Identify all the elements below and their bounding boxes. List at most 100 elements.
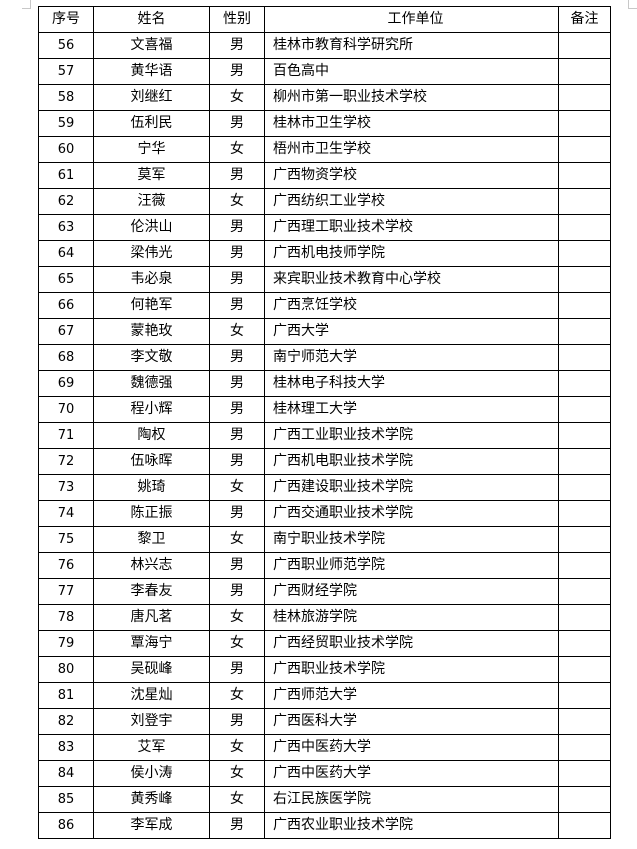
cell-no: 84 bbox=[38, 760, 94, 787]
cell-no: 68 bbox=[38, 344, 94, 371]
cell-unit: 南宁师范大学 bbox=[264, 344, 559, 371]
cell-remark bbox=[558, 370, 611, 397]
cell-remark bbox=[558, 474, 611, 501]
cell-name: 蒙艳玫 bbox=[93, 318, 210, 345]
cell-unit: 百色高中 bbox=[264, 58, 559, 85]
cell-name: 宁华 bbox=[93, 136, 210, 163]
cell-gender: 男 bbox=[209, 500, 265, 527]
cell-remark bbox=[558, 110, 611, 137]
cell-unit: 右江民族医学院 bbox=[264, 786, 559, 813]
cell-no: 83 bbox=[38, 734, 94, 761]
cell-name: 莫军 bbox=[93, 162, 210, 189]
cell-unit: 南宁职业技术学院 bbox=[264, 526, 559, 553]
cell-gender: 女 bbox=[209, 84, 265, 111]
cell-gender: 男 bbox=[209, 240, 265, 267]
table-row: 70 程小辉男桂林理工大学 bbox=[38, 396, 611, 423]
cell-name: 侯小涛 bbox=[93, 760, 210, 787]
cell-unit: 广西农业职业技术学院 bbox=[264, 812, 559, 839]
cell-unit: 桂林旅游学院 bbox=[264, 604, 559, 631]
cell-no: 70 bbox=[38, 396, 94, 423]
cell-no: 58 bbox=[38, 84, 94, 111]
cell-no: 65 bbox=[38, 266, 94, 293]
table-row: 79 覃海宁女广西经贸职业技术学院 bbox=[38, 630, 611, 657]
cell-remark bbox=[558, 708, 611, 735]
cell-unit: 来宾职业技术教育中心学校 bbox=[264, 266, 559, 293]
cell-name: 黄秀峰 bbox=[93, 786, 210, 813]
cell-gender: 女 bbox=[209, 188, 265, 215]
cell-name: 伍咏晖 bbox=[93, 448, 210, 475]
cell-no: 63 bbox=[38, 214, 94, 241]
cell-remark bbox=[558, 526, 611, 553]
cell-unit: 广西工业职业技术学院 bbox=[264, 422, 559, 449]
table-row: 75 黎卫女南宁职业技术学院 bbox=[38, 526, 611, 553]
table-row: 83 艾军女广西中医药大学 bbox=[38, 734, 611, 761]
cell-name: 文喜福 bbox=[93, 32, 210, 59]
cell-remark bbox=[558, 682, 611, 709]
cell-gender: 男 bbox=[209, 58, 265, 85]
cell-unit: 广西大学 bbox=[264, 318, 559, 345]
cell-gender: 女 bbox=[209, 682, 265, 709]
cell-unit: 广西建设职业技术学院 bbox=[264, 474, 559, 501]
cell-gender: 男 bbox=[209, 448, 265, 475]
table-row: 69 魏德强男桂林电子科技大学 bbox=[38, 370, 611, 397]
table-header-row: 序号 姓名 性别 工作单位 备注 bbox=[38, 6, 611, 33]
cell-gender: 女 bbox=[209, 526, 265, 553]
table-row: 72 伍咏晖男广西机电职业技术学院 bbox=[38, 448, 611, 475]
table-row: 76 林兴志男广西职业师范学院 bbox=[38, 552, 611, 579]
cell-gender: 女 bbox=[209, 136, 265, 163]
cell-unit: 广西职业技术学院 bbox=[264, 656, 559, 683]
table-row: 68 李文敬男南宁师范大学 bbox=[38, 344, 611, 371]
cell-gender: 男 bbox=[209, 344, 265, 371]
header-no: 序号 bbox=[38, 6, 94, 33]
cell-no: 72 bbox=[38, 448, 94, 475]
cell-remark bbox=[558, 188, 611, 215]
cell-unit: 柳州市第一职业技术学校 bbox=[264, 84, 559, 111]
header-gender: 性别 bbox=[209, 6, 265, 33]
table-row: 58 刘继红女柳州市第一职业技术学校 bbox=[38, 84, 611, 111]
cell-no: 60 bbox=[38, 136, 94, 163]
cell-unit: 广西经贸职业技术学院 bbox=[264, 630, 559, 657]
cell-unit: 广西物资学校 bbox=[264, 162, 559, 189]
table-row: 57 黄华语男百色高中 bbox=[38, 58, 611, 85]
cell-name: 吴砚峰 bbox=[93, 656, 210, 683]
cell-remark bbox=[558, 136, 611, 163]
table-row: 62 汪薇女广西纺织工业学校 bbox=[38, 188, 611, 215]
cell-name: 何艳军 bbox=[93, 292, 210, 319]
cell-unit: 广西医科大学 bbox=[264, 708, 559, 735]
cell-no: 64 bbox=[38, 240, 94, 267]
cell-remark bbox=[558, 422, 611, 449]
header-unit: 工作单位 bbox=[264, 6, 559, 33]
cell-name: 沈星灿 bbox=[93, 682, 210, 709]
cell-unit: 广西职业师范学院 bbox=[264, 552, 559, 579]
cell-name: 姚琦 bbox=[93, 474, 210, 501]
cell-unit: 广西烹饪学校 bbox=[264, 292, 559, 319]
page-corner-mark bbox=[22, 0, 31, 9]
table-row: 77 李春友男广西财经学院 bbox=[38, 578, 611, 605]
cell-name: 黄华语 bbox=[93, 58, 210, 85]
cell-gender: 女 bbox=[209, 604, 265, 631]
cell-name: 刘继红 bbox=[93, 84, 210, 111]
cell-unit: 广西交通职业技术学院 bbox=[264, 500, 559, 527]
cell-name: 程小辉 bbox=[93, 396, 210, 423]
cell-remark bbox=[558, 734, 611, 761]
cell-no: 85 bbox=[38, 786, 94, 813]
table-row: 65 韦必泉男来宾职业技术教育中心学校 bbox=[38, 266, 611, 293]
table-row: 66 何艳军男广西烹饪学校 bbox=[38, 292, 611, 319]
cell-gender: 男 bbox=[209, 396, 265, 423]
cell-gender: 男 bbox=[209, 162, 265, 189]
cell-remark bbox=[558, 58, 611, 85]
table-row: 80 吴砚峰男广西职业技术学院 bbox=[38, 656, 611, 683]
table-row: 82 刘登宇男广西医科大学 bbox=[38, 708, 611, 735]
cell-gender: 女 bbox=[209, 630, 265, 657]
cell-gender: 男 bbox=[209, 708, 265, 735]
cell-no: 77 bbox=[38, 578, 94, 605]
cell-unit: 桂林电子科技大学 bbox=[264, 370, 559, 397]
table-row: 73 姚琦女广西建设职业技术学院 bbox=[38, 474, 611, 501]
cell-name: 梁伟光 bbox=[93, 240, 210, 267]
cell-gender: 女 bbox=[209, 786, 265, 813]
table-row: 81 沈星灿女广西师范大学 bbox=[38, 682, 611, 709]
cell-no: 66 bbox=[38, 292, 94, 319]
cell-remark bbox=[558, 162, 611, 189]
table-row: 84 侯小涛女广西中医药大学 bbox=[38, 760, 611, 787]
cell-remark bbox=[558, 604, 611, 631]
